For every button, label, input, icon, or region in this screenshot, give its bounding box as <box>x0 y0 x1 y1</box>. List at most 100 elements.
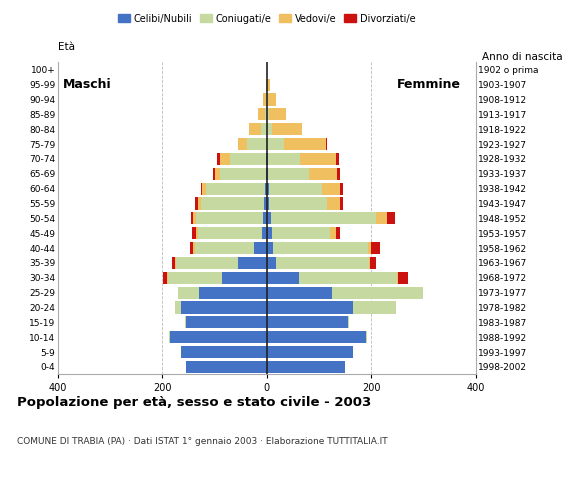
Text: Maschi: Maschi <box>63 78 112 91</box>
Bar <box>267 242 371 254</box>
Bar <box>267 182 343 195</box>
Bar <box>185 316 267 328</box>
Bar <box>166 272 267 284</box>
Bar <box>266 168 267 180</box>
Bar <box>175 301 267 313</box>
Bar <box>168 272 267 284</box>
Bar <box>267 153 268 165</box>
Bar <box>196 212 267 225</box>
Text: Anno di nascita: Anno di nascita <box>482 52 563 62</box>
Bar <box>185 316 267 328</box>
Bar <box>180 346 267 358</box>
Bar <box>190 242 267 254</box>
Bar <box>186 316 267 328</box>
Bar <box>267 257 369 269</box>
Bar <box>267 331 367 343</box>
Bar <box>201 182 267 195</box>
Bar <box>172 257 267 269</box>
Bar <box>267 316 349 328</box>
Bar <box>267 257 370 269</box>
Bar <box>267 197 327 210</box>
Bar <box>267 257 376 269</box>
Bar <box>253 242 267 254</box>
Bar <box>267 361 345 373</box>
Bar <box>178 287 267 299</box>
Bar <box>267 331 367 343</box>
Bar <box>267 316 349 328</box>
Bar <box>267 316 349 328</box>
Bar <box>263 94 267 106</box>
Text: COMUNE DI TRABIA (PA) · Dati ISTAT 1° gennaio 2003 · Elaborazione TUTTITALIA.IT: COMUNE DI TRABIA (PA) · Dati ISTAT 1° ge… <box>17 437 388 446</box>
Bar <box>267 182 340 195</box>
Bar <box>267 212 271 225</box>
Bar <box>267 242 368 254</box>
Bar <box>267 287 423 299</box>
Bar <box>262 227 267 240</box>
Bar <box>222 272 267 284</box>
Bar <box>263 212 267 225</box>
Bar <box>169 331 267 343</box>
Bar <box>215 168 267 180</box>
Bar <box>186 361 267 373</box>
Bar <box>267 168 268 180</box>
Text: Popolazione per età, sesso e stato civile - 2003: Popolazione per età, sesso e stato civil… <box>17 396 372 409</box>
Bar <box>267 346 353 358</box>
Bar <box>193 212 267 225</box>
Bar <box>267 346 353 358</box>
Bar <box>267 168 337 180</box>
Bar <box>267 138 327 150</box>
Bar <box>267 182 322 195</box>
Bar <box>180 346 267 358</box>
Legend: Celibi/Nubili, Coniugati/e, Vedovi/e, Divorziati/e: Celibi/Nubili, Coniugati/e, Vedovi/e, Di… <box>114 10 419 27</box>
Bar <box>267 242 273 254</box>
Bar <box>238 138 267 150</box>
Bar <box>180 346 267 358</box>
Bar <box>199 287 267 299</box>
Bar <box>267 301 353 313</box>
Bar <box>267 331 366 343</box>
Bar <box>267 242 380 254</box>
Bar <box>213 168 267 180</box>
Bar <box>267 108 269 120</box>
Bar <box>267 79 270 91</box>
Bar <box>267 123 272 135</box>
Bar <box>267 108 285 120</box>
Bar <box>220 168 267 180</box>
Bar <box>267 123 302 135</box>
Bar <box>263 94 267 106</box>
Bar <box>195 242 267 254</box>
Bar <box>267 168 309 180</box>
Bar <box>230 153 267 165</box>
Bar <box>267 301 396 313</box>
Bar <box>267 168 340 180</box>
Bar <box>169 331 267 343</box>
Bar <box>267 212 376 225</box>
Bar <box>267 153 336 165</box>
Bar <box>178 287 267 299</box>
Bar <box>185 316 267 328</box>
Bar <box>267 197 340 210</box>
Bar <box>238 138 267 150</box>
Bar <box>267 346 353 358</box>
Bar <box>267 212 394 225</box>
Bar <box>163 272 267 284</box>
Bar <box>195 197 267 210</box>
Bar <box>191 212 267 225</box>
Bar <box>267 361 345 373</box>
Bar <box>267 197 343 210</box>
Bar <box>259 108 267 120</box>
Bar <box>267 287 423 299</box>
Bar <box>249 123 267 135</box>
Bar <box>186 361 267 373</box>
Bar <box>175 301 267 313</box>
Bar <box>186 361 267 373</box>
Bar <box>175 301 267 313</box>
Bar <box>267 138 284 150</box>
Bar <box>217 153 267 165</box>
Bar <box>266 94 267 106</box>
Bar <box>267 94 268 106</box>
Bar <box>175 257 267 269</box>
Bar <box>267 227 340 240</box>
Bar <box>267 197 269 210</box>
Bar <box>170 331 267 343</box>
